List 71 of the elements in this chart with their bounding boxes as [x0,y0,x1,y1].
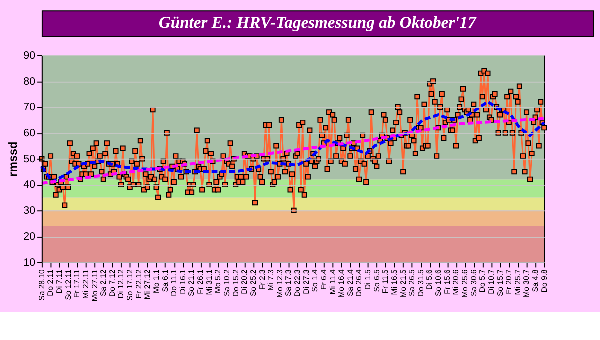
x-tick-label: Mo 16.4 [337,269,346,298]
x-tick-label: Fr 15.6 [442,270,452,294]
x-tick-label: Do 2.11 [46,270,56,296]
y-tick-label: 50 [24,153,36,166]
x-tick-label: Di 7.11 [55,270,64,294]
x-tick-label: Sa 17.3 [284,270,294,297]
x-tick-label: So 1.4 [310,269,320,292]
x-tick-label: Di 20.2 [240,270,250,294]
x-tick-label: Do 15.2 [231,270,240,297]
x-tick-label: So 6.5 [372,269,382,292]
x-tick-label: Di 10.7 [486,270,496,294]
x-tick-label: Sa 10.2 [222,270,232,297]
x-tick-label: Di 5.6 [425,270,434,290]
x-tick-label: Mo 27.11 [90,270,100,302]
chart-title: Günter E.: HRV-Tagesmessung ab Oktober'17 [158,13,477,32]
x-tick-label: So 25.2 [248,270,258,297]
y-tick-label: 20 [24,230,36,243]
line-series [40,100,546,184]
x-tick-label: Mi 11.4 [328,269,338,295]
x-tick-label: Mi 27.12 [143,270,152,300]
x-tick-label: Fr 6.4 [319,269,328,290]
x-tick-label: Mo 25.6 [460,270,470,298]
x-tick-label: Mo 1.1 [152,270,161,294]
x-tick-label: Sa 26.5 [408,269,417,297]
y-tick-label: 90 [24,50,36,62]
x-tick-label: Sa 28.10 [37,269,46,301]
x-tick-label: Mi 25.7 [513,270,522,296]
x-tick-label: Mo 30.7 [522,270,532,298]
x-tick-label: Sa 6.1 [160,270,170,292]
y-axis-title: rmssd [6,142,20,177]
x-tick-label: Mi 31.1 [204,270,214,296]
x-tick-label: Mo 12.3 [275,270,284,298]
x-tick-label: Sa 2.12 [99,270,108,297]
x-tick-label: Sa 30.6 [469,270,478,297]
y-tick-label: 60 [24,127,36,140]
x-tick-label: Fr 26.1 [196,270,206,294]
x-tick-label: Fr 20.7 [504,270,514,294]
x-tick-label: Do 31.5 [416,269,426,297]
x-tick-label: So 10.6 [434,270,444,297]
x-tick-label: Do 26.4 [354,269,364,297]
x-tick-label: Mo 21.5 [398,269,408,298]
x-tick-label: Sa 4.8 [531,270,540,292]
y-tick-label: 80 [24,76,36,88]
x-tick-label: Do 11.1 [170,270,179,296]
y-tick-label: 30 [24,205,36,218]
x-tick-label: So 17.12 [126,270,135,301]
x-tick-label: Mi 20.6 [452,270,461,296]
x-tick-label: Di 27.3 [302,270,311,294]
line-series [40,117,546,185]
x-tick-label: Do 22.3 [293,270,302,297]
x-tick-label: Mi 16.5 [390,269,399,296]
x-tick-label: Mo 5.2 [214,270,223,294]
x-tick-label: Do 9.8 [540,270,549,293]
x-tick-label: Di 16.1 [178,270,188,294]
x-tick-label: Fr 2.3 [258,270,267,290]
y-tick-label: 10 [24,256,36,269]
x-tick-label: Do 7.12 [108,270,117,297]
x-tick-label: Sa 21.4 [346,269,355,297]
y-tick-label: 70 [24,102,36,114]
x-tick-label: Mi 7.3 [266,270,276,291]
x-tick-label: Di 12.12 [116,270,126,299]
x-tick-label: Do 5.7 [478,270,488,293]
x-tick-label: So 15.7 [496,270,505,297]
x-tick-label: So 21.1 [187,270,196,297]
y-tick-label: 40 [24,179,36,192]
x-tick-label: Di 1.5 [364,269,373,290]
x-tick-label: Fr 11.5 [381,269,390,294]
x-tick-label: Mi 22.11 [81,270,90,299]
x-tick-label: So 12.11 [64,270,73,300]
x-tick-label: Fr 17.11 [72,270,82,298]
x-tick-label: Fr 22.12 [134,270,144,299]
